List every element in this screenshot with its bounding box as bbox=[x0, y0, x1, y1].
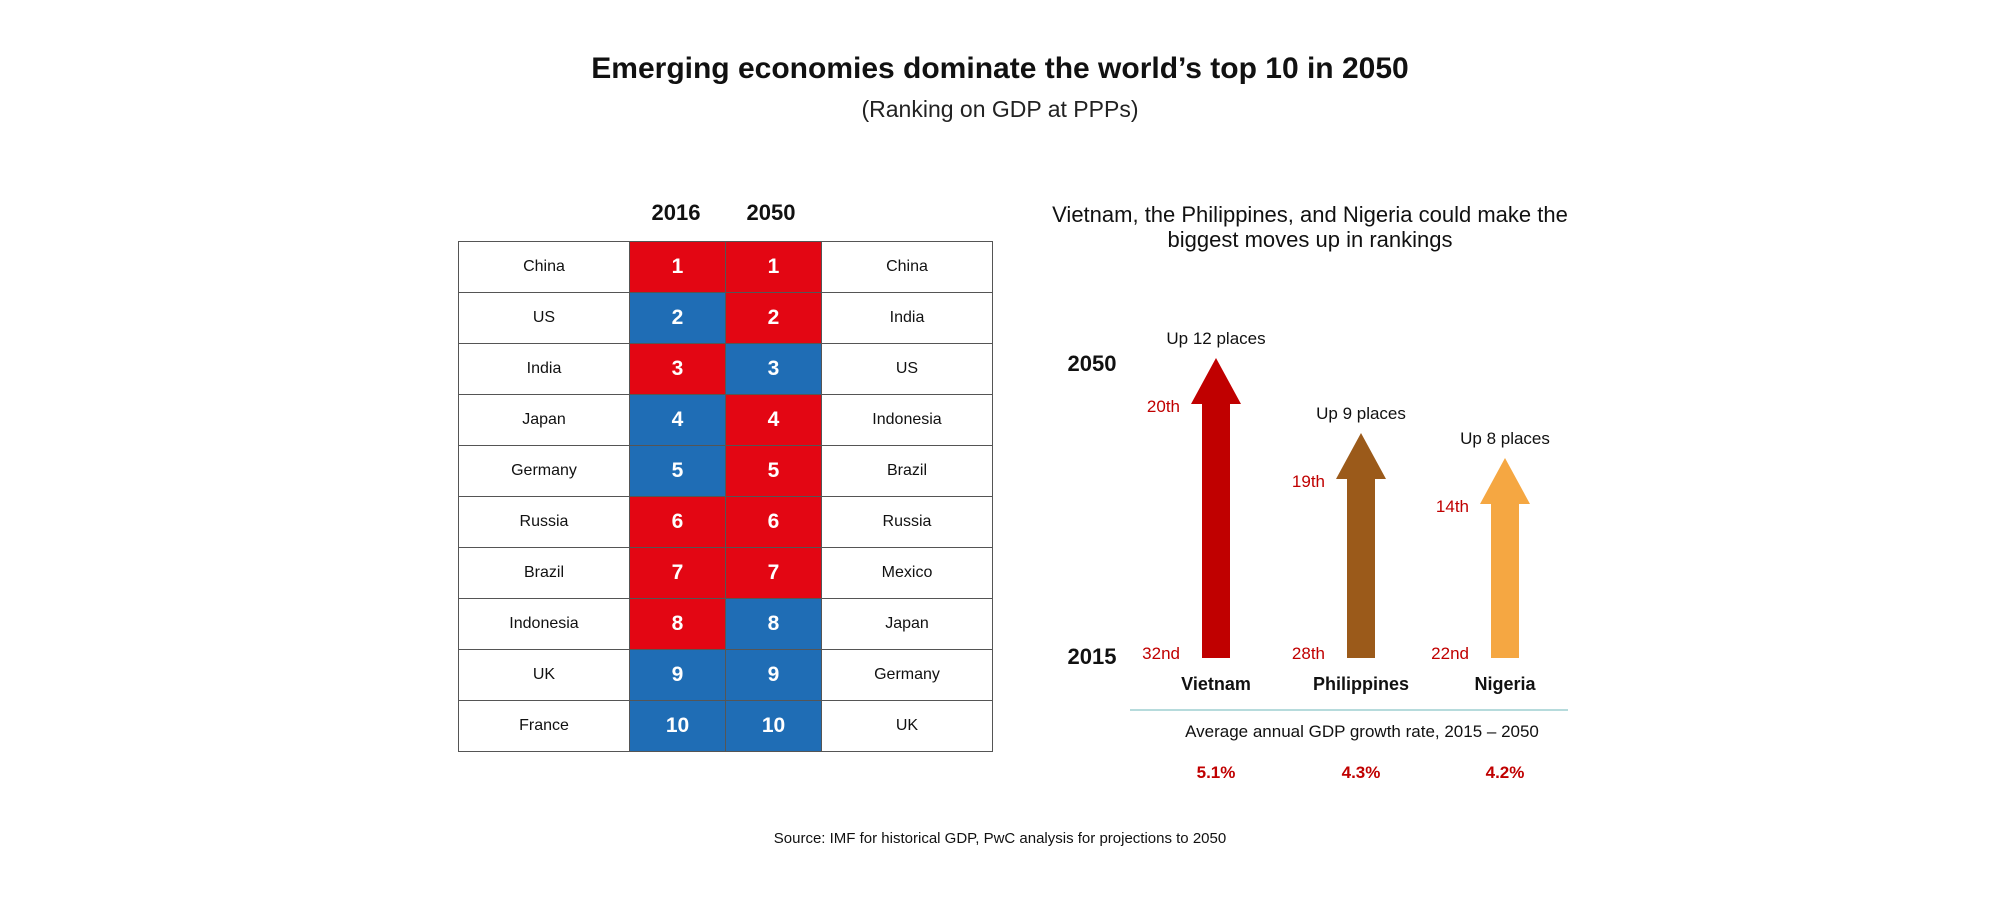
table-row: US 2 2 India bbox=[458, 292, 993, 344]
country-2050-cell: Indonesia bbox=[821, 394, 993, 446]
growth-value: 4.2% bbox=[1486, 763, 1525, 782]
country-2016-cell: UK bbox=[458, 649, 630, 701]
country-2050-cell: China bbox=[821, 241, 993, 293]
growth-caption: Average annual GDP growth rate, 2015 – 2… bbox=[1185, 722, 1539, 741]
growth-value: 5.1% bbox=[1197, 763, 1236, 782]
move-label: Up 9 places bbox=[1316, 404, 1406, 423]
table-row: Indonesia 8 8 Japan bbox=[458, 598, 993, 650]
growth-value: 4.3% bbox=[1342, 763, 1381, 782]
table-row: India 3 3 US bbox=[458, 343, 993, 395]
table-row: France 10 10 UK bbox=[458, 700, 993, 752]
country-2016-cell: France bbox=[458, 700, 630, 752]
country-2016-cell: Russia bbox=[458, 496, 630, 548]
rank-2016-cell: 4 bbox=[629, 394, 726, 446]
column-header-2016: 2016 bbox=[651, 200, 701, 225]
rank-2050-cell: 2 bbox=[725, 292, 822, 344]
end-year-label: 2050 bbox=[1068, 351, 1117, 376]
rank-2016-cell: 5 bbox=[629, 445, 726, 497]
country-2016-cell: Indonesia bbox=[458, 598, 630, 650]
rank-2016-cell: 6 bbox=[629, 496, 726, 548]
table-row: China 1 1 China bbox=[458, 241, 993, 293]
country-2016-cell: India bbox=[458, 343, 630, 395]
start-rank-label: 22nd bbox=[1431, 644, 1469, 663]
rank-2050-cell: 4 bbox=[725, 394, 822, 446]
table-row: UK 9 9 Germany bbox=[458, 649, 993, 701]
table-row: Brazil 7 7 Mexico bbox=[458, 547, 993, 599]
rank-2016-cell: 3 bbox=[629, 343, 726, 395]
arrow-vietnam bbox=[1191, 358, 1241, 658]
end-rank-label: 20th bbox=[1147, 397, 1180, 416]
move-label: Up 8 places bbox=[1460, 429, 1550, 448]
rank-2050-cell: 10 bbox=[725, 700, 822, 752]
rank-2016-cell: 7 bbox=[629, 547, 726, 599]
column-header-2050: 2050 bbox=[746, 200, 796, 225]
arrow-philippines bbox=[1336, 433, 1386, 658]
start-rank-label: 32nd bbox=[1142, 644, 1180, 663]
rank-2016-cell: 10 bbox=[629, 700, 726, 752]
arrow-nigeria bbox=[1480, 458, 1530, 658]
country-2050-cell: India bbox=[821, 292, 993, 344]
end-rank-label: 14th bbox=[1436, 497, 1469, 516]
start-rank-label: 28th bbox=[1292, 644, 1325, 663]
rank-2050-cell: 6 bbox=[725, 496, 822, 548]
chart-title: Emerging economies dominate the world’s … bbox=[591, 52, 1409, 85]
source-note: Source: IMF for historical GDP, PwC anal… bbox=[773, 830, 1227, 847]
country-2016-cell: US bbox=[458, 292, 630, 344]
country-2050-cell: Germany bbox=[821, 649, 993, 701]
rank-2016-cell: 2 bbox=[629, 292, 726, 344]
moves-chart-title: Vietnam, the Philippines, and Nigeria co… bbox=[1052, 202, 1568, 252]
country-2016-cell: Germany bbox=[458, 445, 630, 497]
rank-2016-cell: 9 bbox=[629, 649, 726, 701]
country-2050-cell: Japan bbox=[821, 598, 993, 650]
chart-subtitle: (Ranking on GDP at PPPs) bbox=[861, 96, 1139, 122]
country-label: Nigeria bbox=[1474, 674, 1536, 694]
country-label: Philippines bbox=[1313, 674, 1409, 694]
rank-2050-cell: 1 bbox=[725, 241, 822, 293]
country-label: Vietnam bbox=[1181, 674, 1251, 694]
move-label: Up 12 places bbox=[1166, 329, 1265, 348]
ranking-table: China 1 1 China US 2 2 India India 3 3 US Japan 4 4 Ind… bbox=[458, 241, 993, 752]
country-2050-cell: Mexico bbox=[821, 547, 993, 599]
end-rank-label: 19th bbox=[1292, 472, 1325, 491]
country-2016-cell: Brazil bbox=[458, 547, 630, 599]
country-2050-cell: UK bbox=[821, 700, 993, 752]
rank-2050-cell: 7 bbox=[725, 547, 822, 599]
start-year-label: 2015 bbox=[1068, 644, 1117, 669]
